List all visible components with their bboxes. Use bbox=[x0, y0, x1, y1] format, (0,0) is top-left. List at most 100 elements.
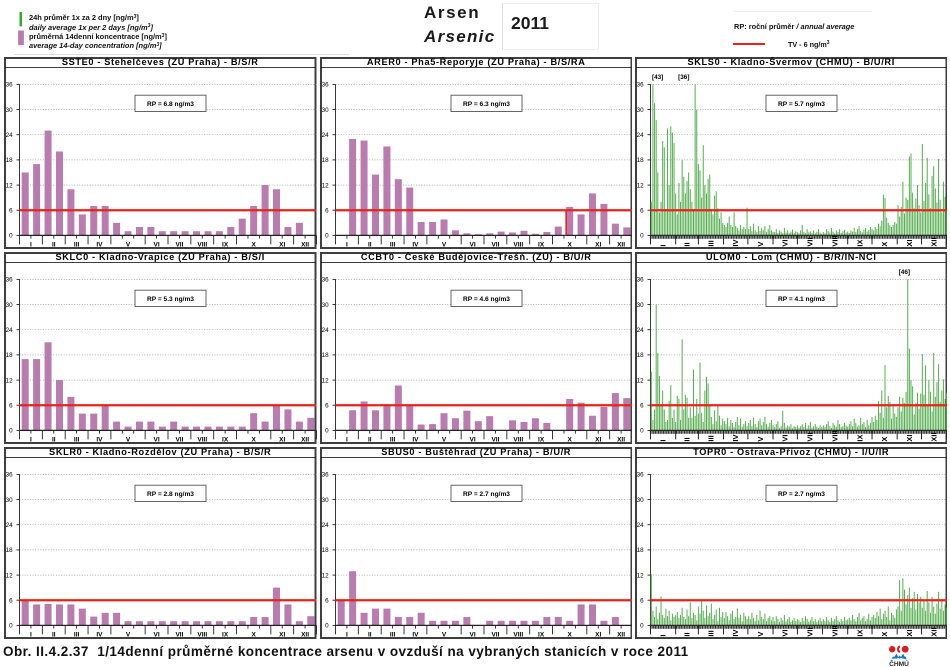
svg-text:XI: XI bbox=[904, 240, 913, 247]
svg-text:IV: IV bbox=[96, 631, 103, 638]
svg-text:VII: VII bbox=[491, 241, 499, 248]
svg-text:II: II bbox=[367, 241, 371, 248]
svg-text:24: 24 bbox=[321, 132, 329, 139]
svg-text:I: I bbox=[346, 436, 348, 443]
svg-text:VII: VII bbox=[491, 436, 499, 443]
svg-text:18: 18 bbox=[636, 157, 644, 164]
svg-text:XI: XI bbox=[279, 631, 285, 638]
svg-text:6: 6 bbox=[640, 402, 644, 409]
svg-text:24: 24 bbox=[6, 327, 14, 334]
svg-text:V: V bbox=[755, 437, 764, 442]
svg-text:III: III bbox=[706, 435, 715, 441]
svg-text:XI: XI bbox=[595, 631, 601, 638]
svg-text:0: 0 bbox=[9, 233, 13, 240]
svg-text:XII: XII bbox=[929, 237, 938, 246]
svg-text:RP = 4.1 ng/m3: RP = 4.1 ng/m3 bbox=[778, 296, 825, 303]
svg-text:12: 12 bbox=[6, 377, 14, 384]
svg-text:18: 18 bbox=[636, 352, 644, 359]
svg-text:I: I bbox=[658, 245, 667, 247]
svg-text:12: 12 bbox=[6, 572, 14, 579]
svg-text:[43]: [43] bbox=[651, 74, 662, 81]
svg-text:XI: XI bbox=[904, 630, 913, 637]
svg-text:XI: XI bbox=[595, 241, 601, 248]
svg-text:II: II bbox=[367, 436, 371, 443]
svg-text:VII: VII bbox=[175, 436, 183, 443]
svg-text:30: 30 bbox=[636, 497, 644, 504]
svg-text:12: 12 bbox=[321, 377, 329, 384]
svg-text:III: III bbox=[706, 630, 715, 636]
svg-text:V: V bbox=[441, 436, 446, 443]
svg-text:SSTE0 - Stehelčeves (ZÚ Praha): SSTE0 - Stehelčeves (ZÚ Praha) - B/S/R bbox=[62, 57, 259, 67]
svg-text:36: 36 bbox=[6, 277, 14, 284]
svg-text:X: X bbox=[880, 242, 889, 247]
svg-text:SKLS0 - Kladno-Švermov (CHMÚ): SKLS0 - Kladno-Švermov (CHMÚ) - B/U/RI bbox=[687, 57, 894, 67]
svg-text:XII: XII bbox=[617, 241, 625, 248]
svg-text:XII: XII bbox=[617, 631, 625, 638]
svg-text:24: 24 bbox=[636, 132, 644, 139]
svg-text:0: 0 bbox=[325, 428, 329, 435]
svg-text:XII: XII bbox=[929, 432, 938, 441]
svg-text:18: 18 bbox=[321, 157, 329, 164]
svg-text:24: 24 bbox=[636, 522, 644, 529]
svg-text:VIII: VIII bbox=[197, 241, 207, 248]
svg-text:IV: IV bbox=[731, 435, 740, 442]
svg-text:[46]: [46] bbox=[898, 269, 909, 276]
svg-text:X: X bbox=[251, 631, 256, 638]
svg-text:RP = 5.3 ng/m3: RP = 5.3 ng/m3 bbox=[147, 296, 194, 303]
svg-text:IV: IV bbox=[412, 631, 419, 638]
svg-text:IX: IX bbox=[538, 631, 545, 638]
svg-text:XI: XI bbox=[279, 241, 285, 248]
svg-text:VIII: VIII bbox=[830, 430, 839, 441]
svg-text:24: 24 bbox=[6, 522, 14, 529]
svg-text:VII: VII bbox=[805, 237, 814, 246]
svg-text:III: III bbox=[74, 436, 80, 443]
svg-text:VIII: VIII bbox=[197, 631, 207, 638]
svg-text:IX: IX bbox=[538, 436, 545, 443]
svg-text:18: 18 bbox=[6, 547, 14, 554]
svg-text:VII: VII bbox=[491, 631, 499, 638]
svg-text:6: 6 bbox=[9, 402, 13, 409]
svg-text:III: III bbox=[389, 241, 395, 248]
svg-text:0: 0 bbox=[640, 233, 644, 240]
svg-text:XII: XII bbox=[929, 627, 938, 636]
svg-text:X: X bbox=[880, 632, 889, 637]
svg-text:II: II bbox=[52, 241, 56, 248]
svg-text:V: V bbox=[126, 436, 131, 443]
svg-text:18: 18 bbox=[636, 547, 644, 554]
svg-text:XI: XI bbox=[595, 436, 601, 443]
svg-text:6: 6 bbox=[9, 597, 13, 604]
svg-text:I: I bbox=[346, 241, 348, 248]
svg-text:ARER0 - Pha5-Řeporyje (ZÚ Prah: ARER0 - Pha5-Řeporyje (ZÚ Praha) - B/S/R… bbox=[366, 57, 585, 67]
svg-text:6: 6 bbox=[9, 207, 13, 214]
svg-text:X: X bbox=[567, 241, 572, 248]
svg-text:II: II bbox=[682, 437, 691, 441]
svg-text:VI: VI bbox=[154, 631, 160, 638]
svg-text:30: 30 bbox=[636, 302, 644, 309]
svg-text:6: 6 bbox=[325, 402, 329, 409]
svg-text:12: 12 bbox=[6, 182, 14, 189]
svg-text:I: I bbox=[658, 440, 667, 442]
svg-text:24: 24 bbox=[321, 522, 329, 529]
svg-text:IX: IX bbox=[855, 630, 864, 637]
svg-text:VI: VI bbox=[469, 631, 475, 638]
svg-text:II: II bbox=[52, 631, 56, 638]
svg-text:IV: IV bbox=[412, 436, 419, 443]
svg-text:0: 0 bbox=[325, 233, 329, 240]
svg-text:VI: VI bbox=[780, 240, 789, 247]
svg-text:0: 0 bbox=[9, 428, 13, 435]
svg-text:6: 6 bbox=[640, 207, 644, 214]
svg-text:X: X bbox=[880, 437, 889, 442]
svg-text:XII: XII bbox=[617, 436, 625, 443]
svg-text:VI: VI bbox=[780, 630, 789, 637]
svg-text:III: III bbox=[74, 241, 80, 248]
svg-text:III: III bbox=[74, 631, 80, 638]
svg-text:III: III bbox=[389, 631, 395, 638]
svg-text:6: 6 bbox=[325, 597, 329, 604]
svg-text:VIII: VIII bbox=[830, 235, 839, 246]
svg-text:RP = 2.8 ng/m3: RP = 2.8 ng/m3 bbox=[147, 491, 194, 498]
svg-text:VI: VI bbox=[780, 435, 789, 442]
svg-text:30: 30 bbox=[6, 107, 14, 114]
svg-text:SKLC0 - Kladno-Vrapice (ZÚ Pra: SKLC0 - Kladno-Vrapice (ZÚ Praha) - B/S/… bbox=[55, 252, 264, 262]
svg-text:I: I bbox=[30, 436, 32, 443]
svg-text:30: 30 bbox=[321, 107, 329, 114]
